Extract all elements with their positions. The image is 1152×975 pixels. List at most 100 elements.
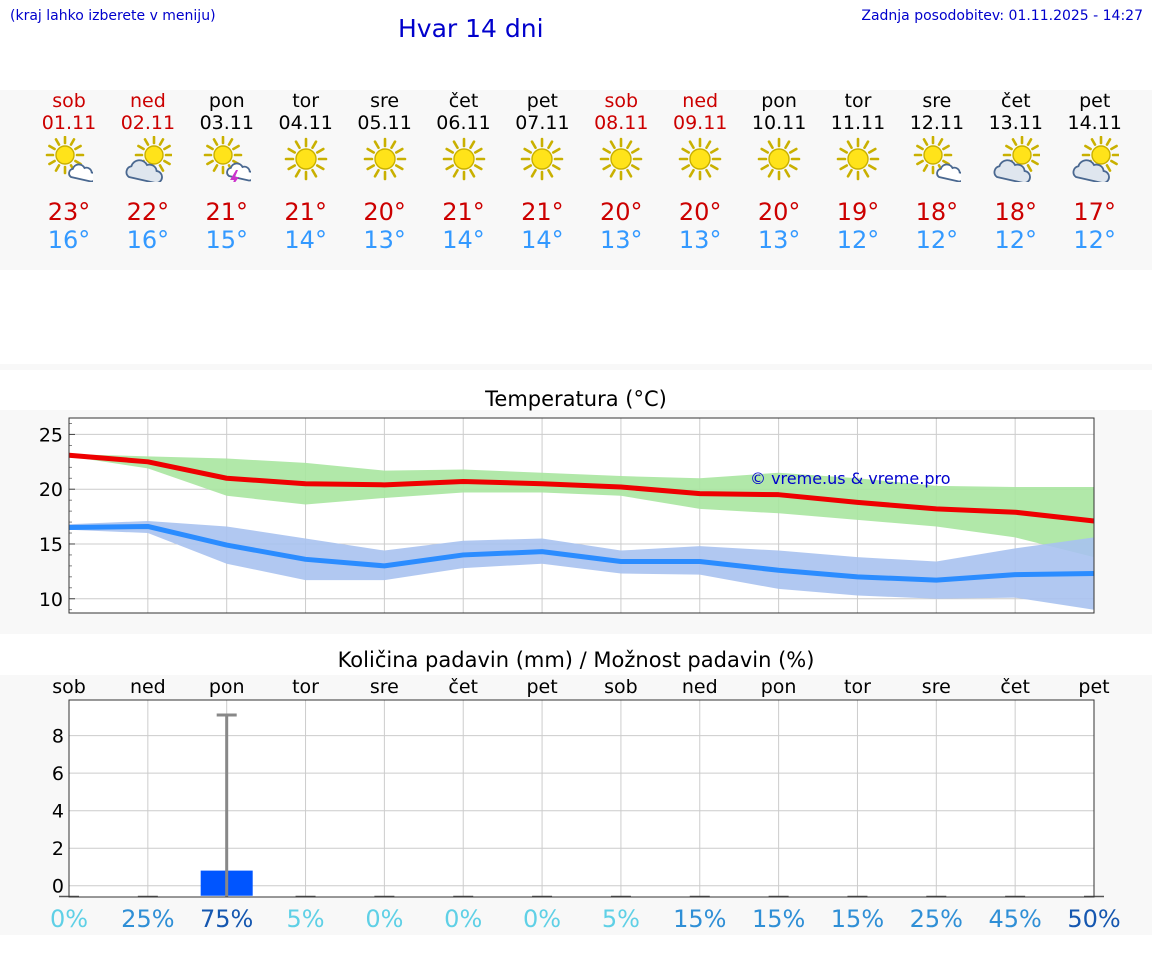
day-name: sob — [52, 90, 86, 112]
temperature-chart-background — [0, 410, 1152, 634]
min-temperature: 13° — [678, 226, 722, 254]
day-name: pon — [761, 90, 797, 112]
sun-cloud-icon — [45, 136, 93, 182]
precip-chart-background — [0, 675, 1152, 935]
max-temperature: 18° — [994, 198, 1038, 226]
sun-thunder-icon — [203, 136, 251, 182]
precip-probability: 0% — [49, 905, 89, 933]
precip-probability: 15% — [751, 905, 806, 933]
precip-day-label: tor — [844, 676, 871, 698]
precip-day-label: čet — [448, 676, 479, 698]
min-temperature: 13° — [600, 226, 643, 254]
cloud-sun-icon — [1072, 136, 1119, 182]
min-temperature: 16° — [126, 226, 170, 254]
sun-icon — [599, 137, 643, 181]
min-temperature: 15° — [205, 226, 249, 254]
min-temperature: 12° — [836, 226, 880, 254]
sun-icon — [442, 137, 485, 181]
day-name: sre — [922, 90, 952, 112]
precip-day-label: ned — [129, 676, 166, 698]
max-temperature: 21° — [205, 198, 249, 226]
last-update: Zadnja posodobitev: 01.11.2025 - 14:27 — [861, 8, 1143, 24]
precip-probability: 15% — [830, 905, 885, 933]
min-temperature: 12° — [1073, 226, 1116, 254]
precip-probability: 50% — [1067, 905, 1121, 933]
day-date: 07.11 — [515, 112, 570, 134]
day-date: 13.11 — [988, 112, 1043, 134]
day-name: tor — [292, 90, 320, 112]
day-name: pon — [208, 90, 245, 112]
min-temperature: 12° — [915, 226, 959, 254]
min-temperature: 14° — [284, 226, 327, 254]
precip-day-label: pon — [208, 676, 245, 698]
max-temperature: 21° — [521, 198, 564, 226]
sun-icon — [284, 137, 327, 181]
day-name: čet — [1001, 90, 1031, 112]
day-date: 10.11 — [751, 112, 807, 134]
day-date: 05.11 — [357, 112, 412, 134]
max-temperature: 21° — [442, 198, 485, 226]
day-name: ned — [682, 90, 719, 112]
precip-probability: 25% — [909, 905, 963, 933]
max-temperature: 20° — [678, 198, 722, 226]
precip-day-label: pet — [1078, 676, 1110, 698]
max-temperature: 18° — [915, 198, 959, 226]
day-name: čet — [448, 90, 479, 112]
sun-cloud-icon — [913, 136, 961, 182]
day-date: 11.11 — [830, 112, 886, 134]
precip-probability: 0% — [523, 905, 562, 933]
max-temperature: 20° — [757, 198, 801, 226]
precip-probability: 15% — [673, 905, 727, 933]
min-temperature: 14° — [521, 226, 564, 254]
cloud-sun-icon — [125, 136, 172, 182]
precip-probability: 45% — [988, 905, 1042, 933]
day-name: pet — [1079, 90, 1111, 112]
max-temperature: 19° — [836, 198, 880, 226]
precip-probability: 25% — [121, 905, 175, 933]
separator-band — [0, 364, 1152, 370]
precip-day-label: čet — [1000, 676, 1030, 698]
day-date: 01.11 — [41, 112, 97, 134]
day-date: 08.11 — [594, 112, 649, 134]
max-temperature: 17° — [1073, 198, 1116, 226]
precip-day-label: pet — [526, 676, 558, 698]
precip-probability: 5% — [601, 905, 640, 933]
day-name: tor — [844, 90, 872, 112]
day-name: sob — [604, 90, 639, 112]
min-temperature: 13° — [363, 226, 406, 254]
precip-day-label: sob — [604, 676, 638, 698]
sun-icon — [836, 137, 880, 181]
precip-probability: 5% — [286, 905, 325, 933]
day-name: sre — [370, 90, 400, 112]
day-date: 03.11 — [199, 112, 254, 134]
day-name: ned — [129, 90, 166, 112]
min-temperature: 14° — [442, 226, 485, 254]
temperature-chart-title: Temperatura (°C) — [485, 387, 667, 411]
sun-icon — [363, 137, 406, 181]
precip-probability: 75% — [200, 905, 254, 933]
day-date: 06.11 — [436, 112, 491, 134]
day-date: 09.11 — [672, 112, 728, 134]
min-temperature: 13° — [757, 226, 801, 254]
min-temperature: 16° — [47, 226, 91, 254]
max-temperature: 20° — [600, 198, 643, 226]
daily-forecast-strip: sob 01.11 23° 16° ned 02.11 22° 16° pon 03.11 21° 1… — [0, 90, 1152, 270]
day-date: 04.11 — [278, 112, 333, 134]
precip-day-label: pon — [760, 676, 797, 698]
cloud-sun-icon — [993, 136, 1040, 182]
precip-probability: 0% — [365, 905, 404, 933]
precip-day-label: ned — [681, 676, 718, 698]
day-date: 14.11 — [1067, 112, 1122, 134]
precip-day-label: sre — [921, 676, 951, 698]
day-name: pet — [526, 90, 558, 112]
max-temperature: 20° — [363, 198, 406, 226]
sun-icon — [678, 137, 722, 181]
day-date: 12.11 — [909, 112, 965, 134]
precip-day-label: sre — [369, 676, 399, 698]
max-temperature: 23° — [47, 198, 91, 226]
sun-icon — [757, 137, 801, 181]
min-temperature: 12° — [994, 226, 1038, 254]
precip-day-label: sob — [52, 676, 86, 698]
precip-day-label: tor — [292, 676, 319, 698]
max-temperature: 22° — [126, 198, 170, 226]
